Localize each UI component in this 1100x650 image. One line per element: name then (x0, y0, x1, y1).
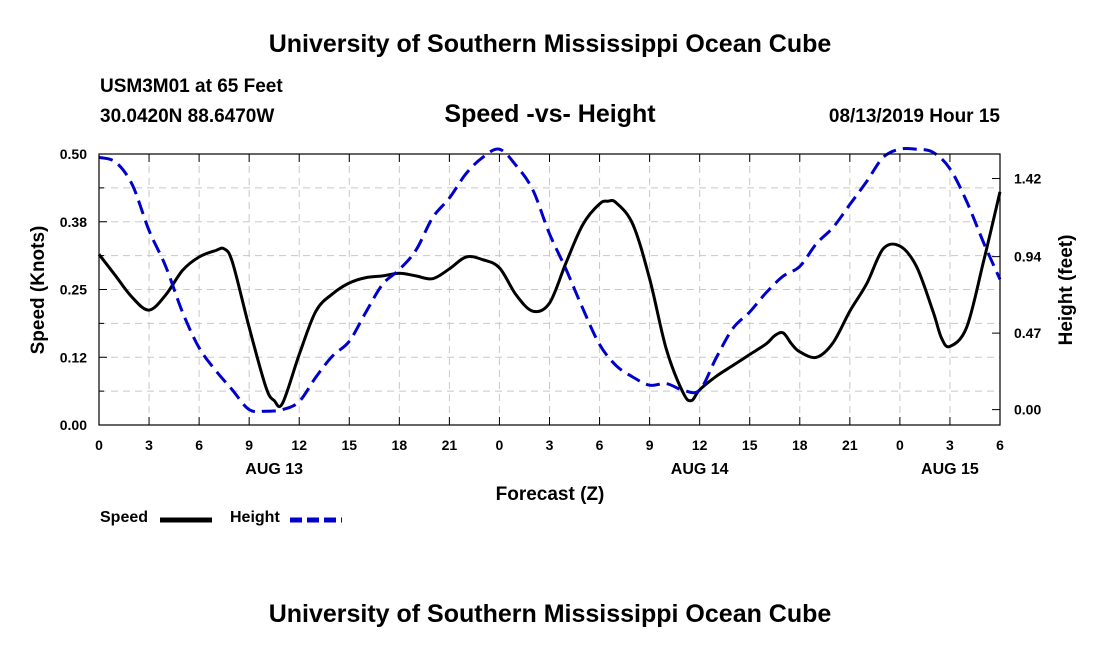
x-axis-label: Forecast (Z) (496, 484, 605, 505)
x-date-label: AUG 13 (245, 461, 303, 478)
y-tick-label: 0.38 (60, 214, 87, 230)
x-date-label: AUG 15 (921, 461, 979, 478)
x-tick-label: 0 (95, 437, 103, 453)
chart-title: Speed -vs- Height (444, 100, 656, 128)
x-tick-label: 21 (442, 437, 458, 453)
y2-axis-label: Height (feet) (1056, 235, 1077, 346)
chart-grid (99, 154, 1000, 425)
legend-speed-label: Speed (100, 509, 149, 526)
y-tick-label: 0.25 (60, 282, 87, 298)
forecast-datetime: 08/13/2019 Hour 15 (828, 106, 1000, 127)
x-tick-label: 15 (742, 437, 758, 453)
y2-tick-label: 0.94 (1014, 249, 1041, 265)
y2-tick-label: 0.00 (1014, 402, 1041, 418)
x-tick-label: 3 (946, 437, 954, 453)
x-tick-label: 9 (245, 437, 253, 453)
y2-tick-label: 0.47 (1014, 325, 1041, 341)
y-tick-label: 0.50 (60, 146, 87, 162)
y-tick-label: 0.00 (60, 417, 87, 433)
y-tick-label: 0.12 (60, 349, 87, 365)
x-tick-label: 0 (496, 437, 504, 453)
coordinates-label: 30.0420N 88.6470W (100, 106, 275, 127)
series-line-speed (97, 191, 1002, 409)
y-axis-label: Speed (Knots) (28, 226, 49, 355)
x-tick-label: 15 (341, 437, 357, 453)
x-tick-label: 21 (842, 437, 858, 453)
y2-tick-label: 1.42 (1014, 170, 1041, 186)
footer-title: University of Southern Mississippi Ocean… (268, 600, 832, 628)
chart-series (97, 146, 1002, 414)
x-tick-label: 18 (392, 437, 408, 453)
x-tick-label: 18 (792, 437, 808, 453)
x-tick-label: 12 (291, 437, 307, 453)
chart-axes: 0 3 6 9 12 15 18 21 0 3 6 9 12 15 18 21 0 3 6 AUG 13 AUG 14 A… (60, 146, 1042, 478)
page-title: University of Southern Mississippi Ocean… (268, 30, 832, 58)
x-tick-label: 6 (195, 437, 203, 453)
x-tick-label: 0 (896, 437, 904, 453)
station-label: USM3M01 at 65 Feet (100, 76, 283, 97)
x-tick-label: 6 (996, 437, 1004, 453)
series-line-height (98, 146, 1002, 414)
x-tick-label: 6 (596, 437, 604, 453)
legend-height-label: Height (230, 509, 280, 526)
x-tick-label: 9 (646, 437, 654, 453)
x-tick-label: 3 (546, 437, 554, 453)
x-tick-label: 3 (145, 437, 153, 453)
x-date-label: AUG 14 (671, 461, 729, 478)
x-tick-label: 12 (692, 437, 708, 453)
